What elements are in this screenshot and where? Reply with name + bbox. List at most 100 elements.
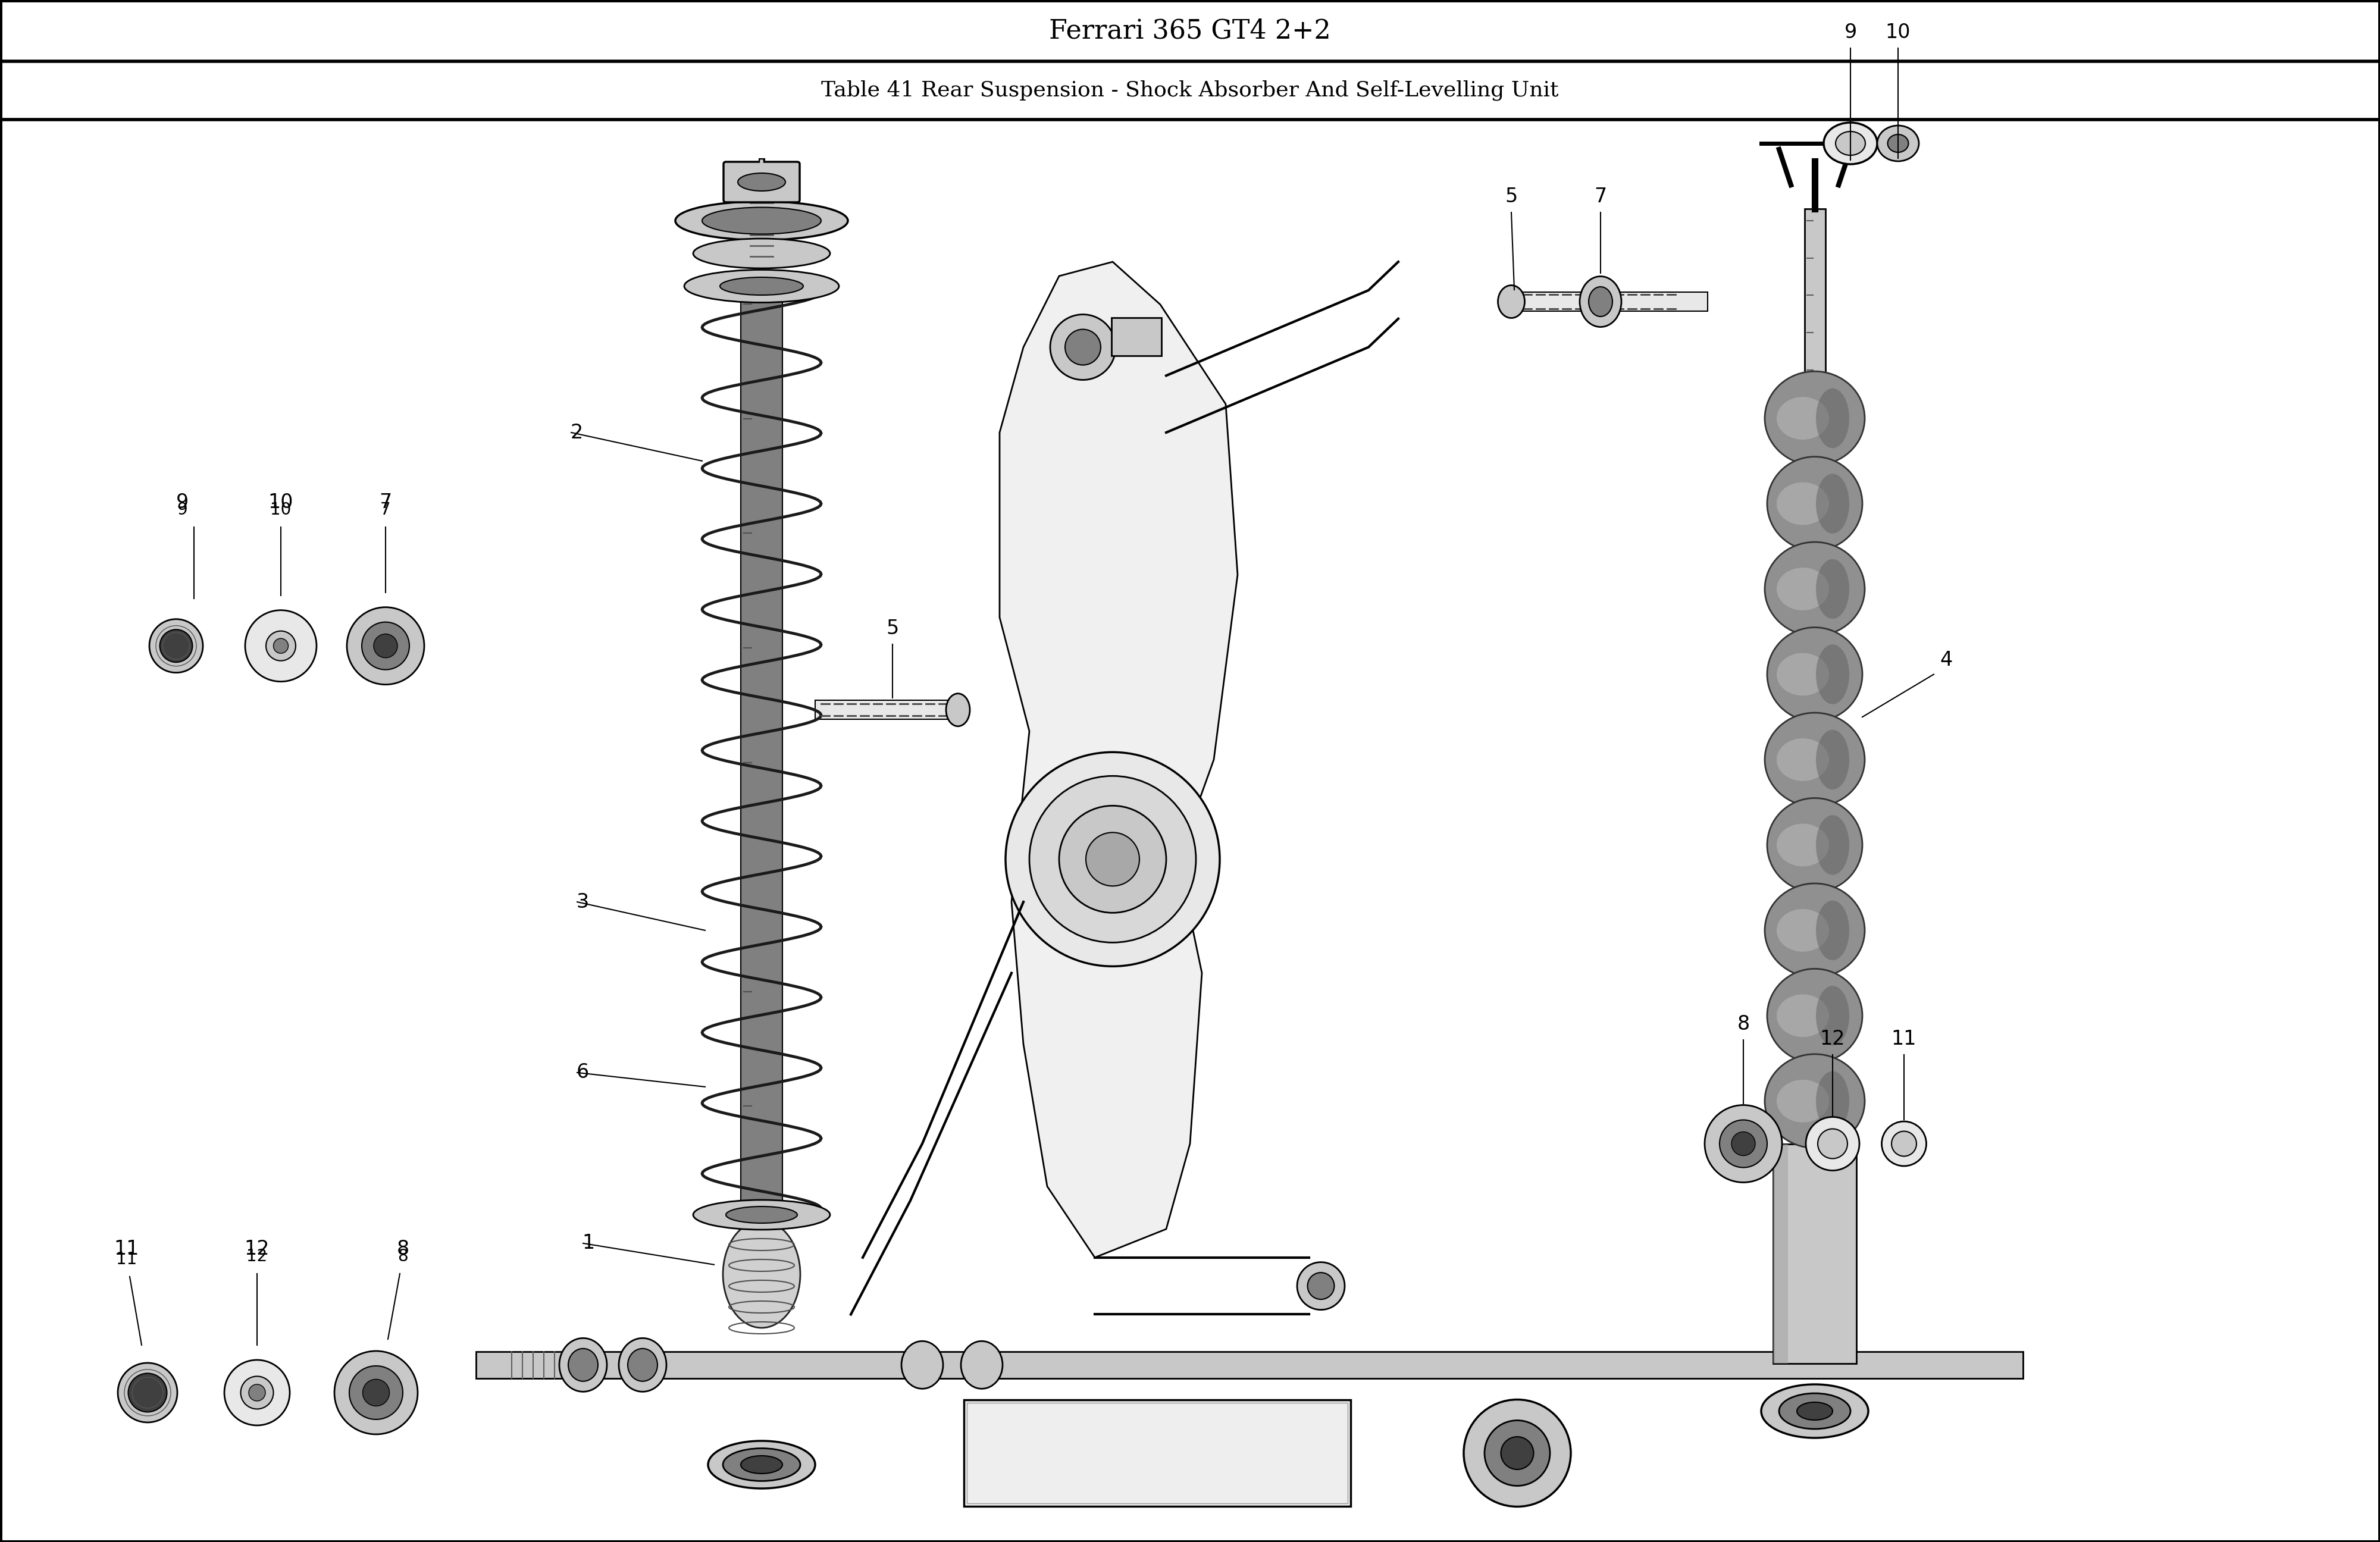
Circle shape	[1050, 315, 1116, 379]
Ellipse shape	[1766, 628, 1861, 722]
Ellipse shape	[1704, 1106, 1783, 1183]
Ellipse shape	[1485, 1420, 1549, 1486]
Ellipse shape	[693, 239, 831, 268]
Text: 10: 10	[271, 501, 290, 518]
Bar	[1804, 208, 1825, 432]
Circle shape	[1028, 776, 1197, 942]
Ellipse shape	[1823, 122, 1878, 163]
Bar	[814, 700, 952, 720]
Text: 8: 8	[397, 1247, 407, 1264]
Ellipse shape	[1775, 910, 1828, 951]
Ellipse shape	[1775, 739, 1828, 780]
Ellipse shape	[1307, 1272, 1335, 1300]
Ellipse shape	[1816, 645, 1849, 705]
Text: 7: 7	[1595, 187, 1606, 207]
Ellipse shape	[1835, 131, 1866, 156]
Ellipse shape	[1816, 560, 1849, 618]
Bar	[476, 1351, 2023, 1379]
Ellipse shape	[724, 1221, 800, 1328]
Bar	[1518, 291, 1709, 311]
Ellipse shape	[1816, 1072, 1849, 1130]
Ellipse shape	[1766, 456, 1861, 550]
Bar	[752, 274, 771, 291]
Ellipse shape	[1775, 396, 1828, 439]
Ellipse shape	[1883, 1121, 1925, 1166]
Ellipse shape	[1718, 1119, 1766, 1167]
Ellipse shape	[1806, 1116, 1859, 1170]
Text: 8: 8	[1737, 1015, 1749, 1033]
Text: 4: 4	[1940, 651, 1952, 669]
Bar	[740, 291, 783, 1209]
Text: 3: 3	[576, 893, 590, 911]
Ellipse shape	[1797, 1402, 1833, 1420]
Ellipse shape	[1766, 543, 1866, 635]
Ellipse shape	[1892, 1132, 1916, 1156]
Text: 5: 5	[1504, 187, 1518, 207]
Text: 10: 10	[1885, 23, 1911, 42]
Text: 11: 11	[1892, 1029, 1916, 1049]
Ellipse shape	[628, 1349, 657, 1382]
Bar	[964, 1400, 1352, 1507]
Text: 11: 11	[117, 1251, 138, 1268]
Text: 11: 11	[114, 1240, 140, 1258]
Ellipse shape	[1590, 287, 1614, 316]
Text: 12: 12	[245, 1240, 269, 1258]
Text: 9: 9	[176, 492, 188, 512]
Ellipse shape	[1816, 389, 1849, 449]
Circle shape	[1004, 752, 1219, 967]
Text: 1: 1	[583, 1234, 595, 1254]
Text: 8: 8	[397, 1240, 409, 1258]
Ellipse shape	[1761, 1385, 1868, 1437]
Text: 7: 7	[381, 501, 390, 518]
Ellipse shape	[902, 1342, 942, 1389]
Ellipse shape	[240, 1377, 274, 1409]
Ellipse shape	[1780, 1394, 1852, 1429]
Text: 7: 7	[378, 492, 393, 512]
Ellipse shape	[333, 1351, 419, 1434]
Text: 9: 9	[176, 501, 188, 518]
Ellipse shape	[1775, 1079, 1828, 1123]
Ellipse shape	[1766, 968, 1861, 1062]
Ellipse shape	[1297, 1263, 1345, 1309]
Ellipse shape	[1775, 567, 1828, 611]
Text: 9: 9	[1844, 23, 1856, 42]
Ellipse shape	[724, 1448, 800, 1480]
Ellipse shape	[962, 1342, 1002, 1389]
Ellipse shape	[274, 638, 288, 654]
Ellipse shape	[1816, 985, 1849, 1045]
Bar	[1773, 1144, 1856, 1363]
Ellipse shape	[129, 1374, 167, 1412]
Polygon shape	[1000, 262, 1238, 1258]
Circle shape	[1085, 833, 1140, 887]
Ellipse shape	[1816, 901, 1849, 961]
Ellipse shape	[709, 1440, 814, 1488]
Ellipse shape	[150, 618, 202, 672]
Bar	[1773, 1144, 1787, 1363]
Ellipse shape	[619, 1338, 666, 1392]
Ellipse shape	[1775, 995, 1828, 1038]
Ellipse shape	[1502, 1437, 1533, 1470]
Ellipse shape	[1766, 884, 1866, 978]
Ellipse shape	[362, 1379, 390, 1406]
Ellipse shape	[267, 631, 295, 660]
Ellipse shape	[1816, 473, 1849, 534]
Ellipse shape	[119, 1363, 176, 1422]
Ellipse shape	[350, 1366, 402, 1420]
Ellipse shape	[1497, 285, 1526, 318]
Ellipse shape	[224, 1360, 290, 1425]
Ellipse shape	[1818, 1129, 1847, 1158]
Ellipse shape	[159, 629, 193, 662]
Ellipse shape	[726, 1206, 797, 1223]
Ellipse shape	[685, 270, 838, 302]
Ellipse shape	[1775, 823, 1828, 867]
Ellipse shape	[559, 1338, 607, 1392]
Text: 6: 6	[576, 1062, 590, 1082]
Ellipse shape	[374, 634, 397, 658]
Text: Ferrari 365 GT4 2+2: Ferrari 365 GT4 2+2	[1050, 19, 1330, 43]
Ellipse shape	[738, 173, 785, 191]
Ellipse shape	[1464, 1400, 1571, 1507]
Ellipse shape	[719, 278, 804, 295]
Ellipse shape	[1816, 816, 1849, 874]
Ellipse shape	[740, 1456, 783, 1474]
Text: 5: 5	[885, 618, 900, 638]
